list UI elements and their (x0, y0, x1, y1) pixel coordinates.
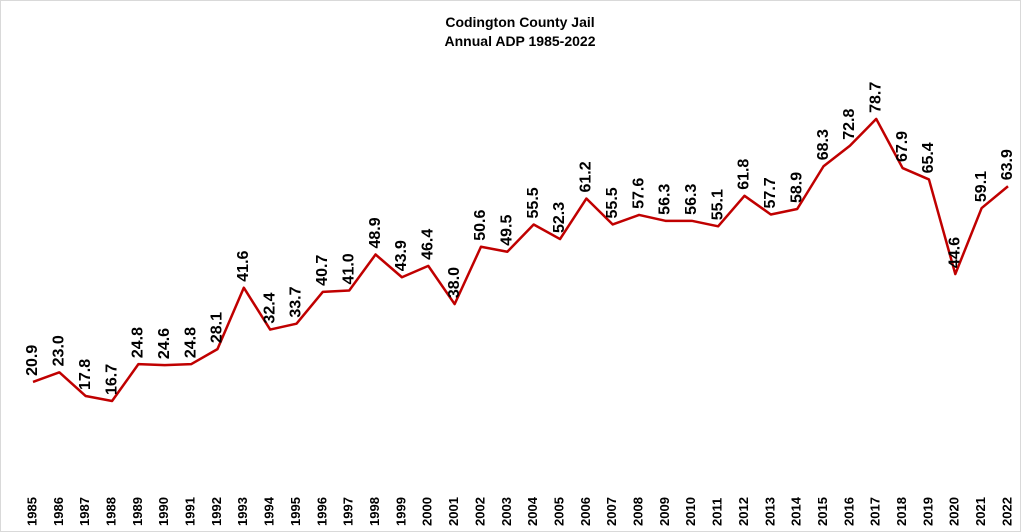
x-tick-label: 2011 (710, 498, 725, 526)
data-label: 46.4 (419, 229, 436, 260)
x-tick-label: 1986 (51, 497, 66, 526)
data-label: 50.6 (472, 210, 489, 241)
data-label: 65.4 (920, 142, 937, 173)
data-label: 44.6 (947, 237, 964, 268)
data-label: 55.5 (525, 187, 542, 218)
x-tick-label: 1992 (209, 497, 224, 526)
x-tick-label: 2002 (472, 497, 487, 526)
x-tick-label: 1985 (24, 497, 39, 526)
x-tick-label: 2007 (604, 497, 619, 526)
x-tick-label: 2015 (815, 497, 830, 526)
data-label: 67.9 (894, 131, 911, 162)
data-label: 55.5 (604, 187, 621, 218)
x-tick-label: 2016 (841, 497, 856, 526)
data-label: 59.1 (973, 171, 990, 202)
x-tick-label: 2022 (999, 497, 1014, 526)
data-label: 33.7 (288, 286, 305, 317)
x-tick-label: 2008 (631, 497, 646, 526)
data-label: 68.3 (815, 129, 832, 160)
x-tick-label: 2020 (947, 497, 962, 526)
x-tick-label: 2014 (789, 496, 804, 526)
x-tick-label: 1988 (103, 497, 118, 526)
data-label: 48.9 (367, 217, 384, 248)
x-tick-label: 2006 (578, 497, 593, 526)
data-label: 24.8 (182, 327, 199, 358)
data-label: 17.8 (77, 359, 94, 390)
data-label: 24.6 (156, 328, 173, 359)
x-tick-label: 1987 (77, 497, 92, 526)
data-label: 61.2 (578, 161, 595, 192)
x-tick-label: 2003 (499, 497, 514, 526)
x-tick-label: 2013 (762, 497, 777, 526)
data-label: 41.6 (235, 250, 252, 281)
x-tick-label: 1990 (156, 497, 171, 526)
x-tick-label: 1997 (341, 497, 356, 526)
data-label: 57.6 (630, 178, 647, 209)
x-tick-label: 2004 (525, 496, 540, 526)
data-label: 58.9 (788, 172, 805, 203)
data-label: 56.3 (657, 184, 674, 215)
data-label: 38.0 (446, 267, 463, 298)
x-tick-label: 2009 (657, 497, 672, 526)
data-label: 78.7 (867, 82, 884, 113)
x-tick-label: 2019 (920, 497, 935, 526)
x-tick-label: 2000 (420, 497, 435, 526)
chart-title: Codington County Jail (445, 14, 594, 30)
x-tick-label: 2005 (551, 497, 566, 526)
data-label: 28.1 (209, 312, 226, 343)
x-tick-label: 2001 (446, 497, 461, 526)
x-tick-label: 1996 (314, 497, 329, 526)
x-tick-label: 2021 (973, 497, 988, 526)
data-label: 57.7 (762, 177, 779, 208)
x-tick-label: 2012 (736, 497, 751, 526)
data-label: 20.9 (24, 345, 41, 376)
x-tick-label: 1991 (183, 497, 198, 526)
data-label: 23.0 (51, 335, 68, 366)
data-label: 52.3 (551, 202, 568, 233)
data-label: 41.0 (340, 253, 357, 284)
x-tick-label: 2010 (683, 497, 698, 526)
data-label: 49.5 (499, 215, 516, 246)
data-label: 63.9 (999, 149, 1016, 180)
x-tick-label: 2018 (894, 497, 909, 526)
data-label: 56.3 (683, 184, 700, 215)
x-tick-label: 1999 (393, 497, 408, 526)
x-tick-label: 1993 (235, 497, 250, 526)
data-label: 55.1 (709, 189, 726, 220)
x-tick-label: 1994 (262, 496, 277, 526)
x-tick-label: 1989 (130, 497, 145, 526)
data-label: 72.8 (841, 109, 858, 140)
data-label: 61.8 (736, 159, 753, 190)
x-tick-label: 2017 (868, 497, 883, 526)
data-label: 40.7 (314, 255, 331, 286)
data-label: 24.8 (130, 327, 147, 358)
x-tick-label: 1995 (288, 497, 303, 526)
data-label: 16.7 (103, 364, 120, 395)
data-label: 32.4 (261, 292, 278, 323)
data-label: 43.9 (393, 240, 410, 271)
chart-subtitle: Annual ADP 1985-2022 (445, 33, 596, 49)
x-tick-label: 1998 (367, 497, 382, 526)
data-line (32, 117, 1009, 403)
